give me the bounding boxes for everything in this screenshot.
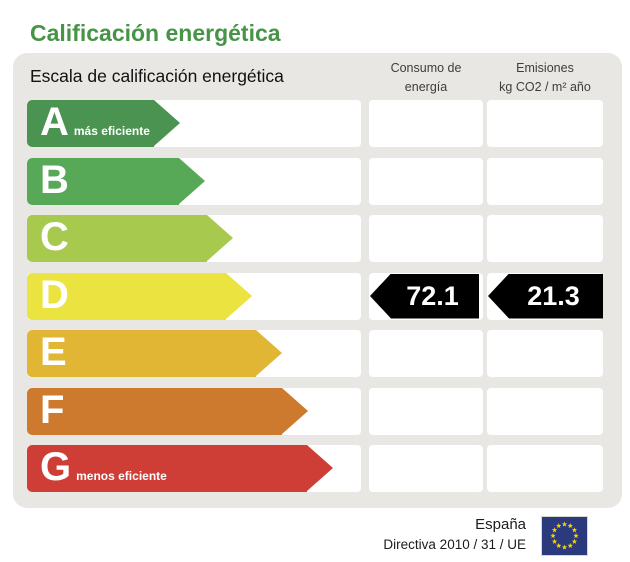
arrow-tip-icon bbox=[207, 215, 233, 261]
efficiency-note-worst: menos eficiente bbox=[76, 469, 167, 483]
page-title: Calificación energética bbox=[30, 20, 281, 46]
arrow-tip-icon bbox=[179, 157, 205, 204]
rating-letter: F bbox=[40, 387, 65, 432]
rating-arrow-f: F bbox=[27, 387, 308, 435]
rating-arrow-c: C bbox=[27, 215, 233, 262]
emisiones-column-header: Emisiones kg CO2 / m² año bbox=[487, 59, 603, 97]
rating-letter: C bbox=[40, 215, 69, 259]
rating-letter: D bbox=[40, 272, 69, 317]
consumo-cell bbox=[369, 445, 483, 492]
rating-arrow-d: D bbox=[27, 272, 252, 320]
consumo-cell bbox=[369, 157, 483, 205]
emisiones-cell bbox=[487, 445, 603, 492]
rating-row-d: D 72.1 21.3 bbox=[27, 272, 603, 320]
consumo-value-arrow: 72.1 bbox=[370, 273, 479, 319]
rating-row-b: B bbox=[27, 157, 603, 205]
consumo-cell bbox=[369, 387, 483, 435]
efficiency-note-best: más eficiente bbox=[73, 124, 150, 138]
rating-row-e: E bbox=[27, 330, 603, 377]
consumo-header-line1: Consumo de energía bbox=[390, 61, 462, 94]
rating-row-g: G menos eficiente bbox=[27, 445, 603, 492]
emisiones-cell bbox=[487, 215, 603, 262]
consumo-value: 72.1 bbox=[406, 280, 459, 311]
rating-arrow-a: A más eficiente bbox=[27, 100, 180, 147]
scale-header: Escala de calificación energética bbox=[30, 66, 284, 86]
rating-letter: B bbox=[40, 157, 69, 202]
rating-arrow-g: G menos eficiente bbox=[27, 445, 333, 492]
footer: España Directiva 2010 / 31 / UE bbox=[383, 514, 526, 555]
emisiones-cell bbox=[487, 100, 603, 147]
emisiones-cell bbox=[487, 330, 603, 377]
rating-row-f: F bbox=[27, 387, 603, 435]
emisiones-value: 21.3 bbox=[527, 280, 580, 311]
arrow-tip-icon bbox=[154, 100, 180, 146]
emisiones-cell bbox=[487, 387, 603, 435]
rating-letter: G bbox=[40, 445, 72, 489]
emisiones-cell bbox=[487, 157, 603, 205]
emisiones-header-line1: Emisiones bbox=[516, 61, 574, 75]
consumo-cell bbox=[369, 100, 483, 147]
emisiones-value-arrow: 21.3 bbox=[488, 273, 603, 319]
arrow-tip-icon bbox=[307, 445, 333, 491]
rating-letter: A bbox=[40, 100, 69, 144]
consumo-cell bbox=[369, 330, 483, 377]
footer-directive: Directiva 2010 / 31 / UE bbox=[383, 537, 526, 552]
arrow-tip-icon bbox=[256, 330, 282, 376]
rating-letter: E bbox=[40, 330, 67, 374]
rating-row-a: A más eficiente bbox=[27, 100, 603, 147]
eu-flag-icon bbox=[541, 516, 588, 556]
rating-arrow-b: B bbox=[27, 157, 205, 205]
footer-country: España bbox=[475, 516, 526, 533]
consumo-cell bbox=[369, 215, 483, 262]
rating-arrow-e: E bbox=[27, 330, 282, 377]
emisiones-header-line2: kg CO2 / m² año bbox=[499, 80, 591, 94]
arrow-tip-icon bbox=[282, 387, 308, 434]
arrow-tip-icon bbox=[226, 272, 252, 319]
rating-row-c: C bbox=[27, 215, 603, 262]
